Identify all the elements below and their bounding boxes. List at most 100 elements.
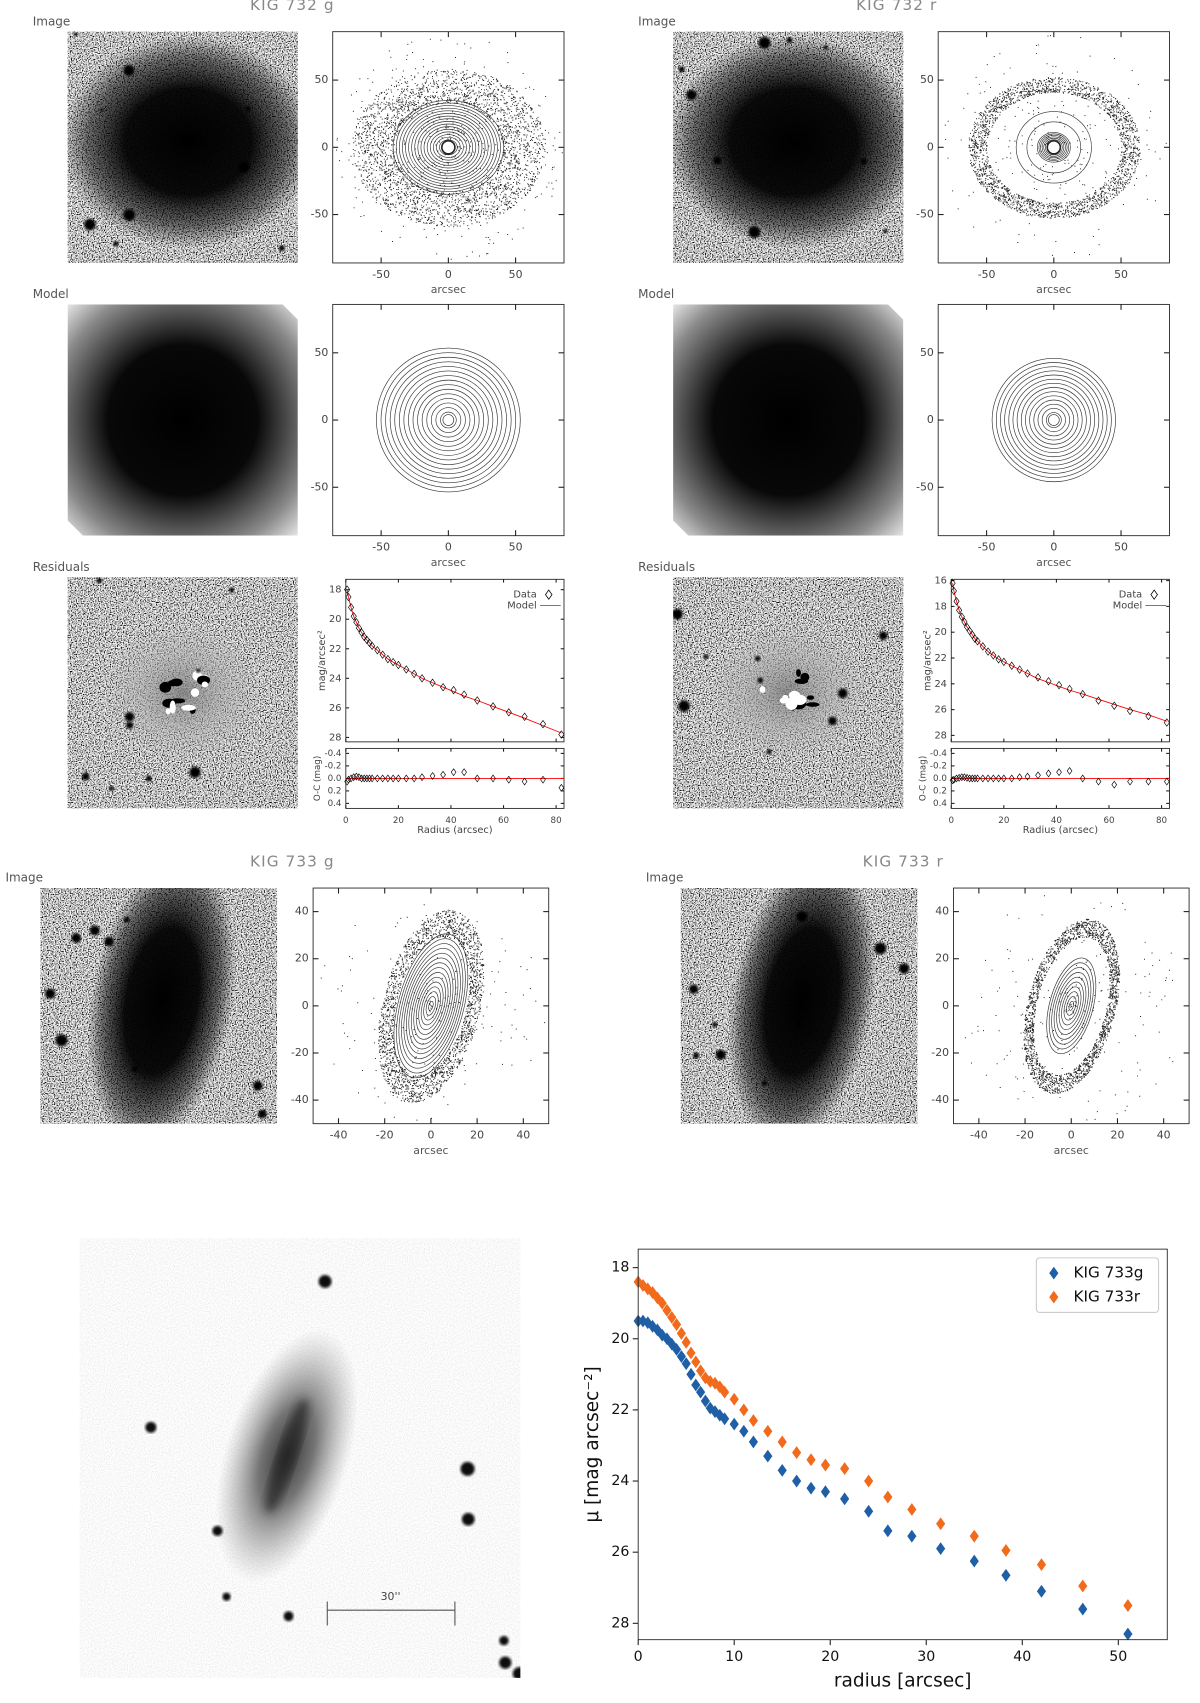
data-point <box>1016 665 1023 674</box>
y-tick-label: 40 <box>295 905 309 918</box>
data-point <box>969 1554 979 1568</box>
data-point <box>864 1474 874 1488</box>
y-axis-label: O-C (mag) <box>918 756 928 801</box>
x-tick-label: 80 <box>551 816 562 826</box>
y-tick-label: -0.4 <box>930 749 947 759</box>
galaxy <box>87 888 237 1124</box>
y-tick-label: 0 <box>942 999 949 1012</box>
star <box>283 1611 294 1622</box>
star <box>45 988 56 999</box>
data-point <box>676 1350 686 1363</box>
y-tick-label: 18 <box>934 601 946 612</box>
residual-blob <box>759 686 766 693</box>
residual-point <box>1164 777 1170 786</box>
data-point <box>686 1346 696 1360</box>
panel-title: KIG 733 r <box>863 852 944 870</box>
panel: 30'' <box>79 1238 521 1678</box>
data-point <box>662 1332 672 1346</box>
data-point <box>777 1435 787 1449</box>
y-axis-label: μ [mag arcsec⁻²] <box>582 1366 603 1522</box>
contour-line <box>1046 957 1097 1055</box>
residual-point <box>358 774 365 783</box>
x-tick-label: 40 <box>516 1129 530 1142</box>
x-axis-label: radius [arcsec] <box>834 1671 972 1692</box>
contour-line <box>376 347 521 493</box>
data-point <box>353 617 360 627</box>
y-tick-label: 0.0 <box>933 774 947 784</box>
data-point <box>1079 689 1086 699</box>
contours <box>944 35 1167 256</box>
data-point <box>729 1392 739 1406</box>
panel: Image KIG 732 g -50 0 50 -50 0 50 arcsec <box>33 0 565 296</box>
x-axis-label: arcsec <box>431 283 466 296</box>
residual-point <box>966 774 973 783</box>
panel: Residuals 16 18 20 22 24 26 28 mag/arcsec² DataMo… <box>638 560 1170 836</box>
star <box>55 1034 68 1047</box>
galaxy <box>67 35 298 249</box>
contour-line <box>440 411 457 429</box>
residual-point <box>1016 773 1023 782</box>
x-tick-label: 50 <box>1109 1649 1127 1665</box>
image-panel <box>673 577 904 809</box>
data-point <box>366 638 373 648</box>
data-point <box>936 1542 946 1556</box>
y-tick-label: 50 <box>315 73 329 86</box>
residual-point <box>490 774 496 783</box>
residual-point <box>951 775 957 784</box>
y-tick-label: 22 <box>611 1402 629 1418</box>
star <box>113 241 119 247</box>
contour-line <box>389 361 507 479</box>
residual-blob <box>805 702 820 707</box>
residual-blob <box>779 697 788 704</box>
panel-title: KIG 732 g <box>250 0 335 14</box>
y-tick-label: 20 <box>611 1331 629 1347</box>
model-image <box>67 304 298 536</box>
contour-line <box>398 943 464 1069</box>
data-point <box>686 1367 696 1381</box>
contour-line <box>1000 366 1108 474</box>
star <box>222 1592 231 1601</box>
data-point <box>450 685 457 695</box>
y-tick-label: 20 <box>934 627 946 638</box>
data-point <box>361 632 368 642</box>
contour-noise <box>944 35 1167 256</box>
data-point <box>390 657 397 667</box>
residual-point <box>1079 774 1086 783</box>
star <box>460 1461 475 1476</box>
y-tick-label: 16 <box>934 576 946 587</box>
contour-line <box>1063 991 1079 1021</box>
data-point <box>949 578 956 588</box>
legend-label: Model <box>1113 601 1142 612</box>
contour-line <box>436 136 461 158</box>
data-point <box>355 623 362 633</box>
image-panel <box>673 31 904 263</box>
data-point <box>1036 1558 1047 1572</box>
data-point <box>1078 1602 1088 1616</box>
data-point <box>936 1517 946 1531</box>
star <box>84 218 96 231</box>
y-tick-label: -40 <box>931 1093 949 1106</box>
y-tick-label: -50 <box>916 480 934 493</box>
data-point <box>1066 684 1073 694</box>
contour-line <box>402 107 495 187</box>
contour-line <box>1025 391 1083 449</box>
data-point <box>777 1463 787 1477</box>
star <box>245 106 251 112</box>
legend-marker <box>1150 589 1158 600</box>
legend-label: Data <box>513 590 536 601</box>
residual-point <box>344 777 350 786</box>
axes-frame <box>950 578 1170 743</box>
star <box>786 37 793 43</box>
data-point <box>461 690 468 699</box>
data-point <box>1034 673 1042 682</box>
residual-point <box>1035 771 1041 780</box>
contours <box>964 895 1174 1121</box>
contour-line <box>1061 986 1082 1026</box>
data-point <box>1123 1599 1133 1612</box>
data-point <box>681 1335 691 1349</box>
data-point <box>676 1327 686 1340</box>
data-point <box>1056 680 1063 690</box>
data-point <box>1036 1584 1047 1598</box>
x-tick-label: 20 <box>1111 1129 1125 1142</box>
contour-line <box>417 121 480 174</box>
